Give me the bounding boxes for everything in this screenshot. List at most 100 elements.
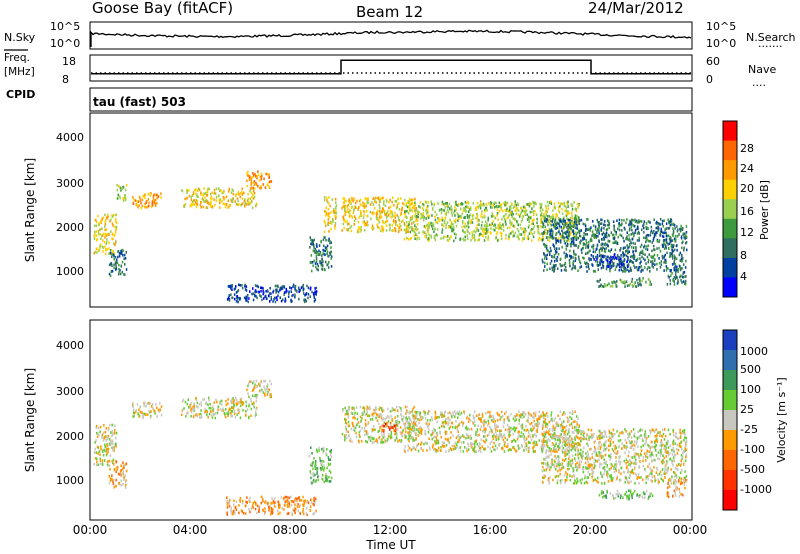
data-point (334, 217, 337, 220)
data-point (353, 429, 356, 432)
data-point (359, 435, 361, 439)
data-point (204, 407, 206, 411)
data-point (404, 228, 407, 232)
data-point (291, 294, 293, 298)
data-point (568, 229, 571, 233)
data-point (508, 427, 511, 431)
data-point (268, 180, 271, 184)
power-cbar-tick-16: 16 (740, 205, 754, 218)
data-point (217, 405, 220, 408)
data-point (514, 218, 516, 221)
data-point (606, 258, 608, 262)
data-point (372, 412, 375, 415)
data-point (571, 204, 574, 208)
data-point (533, 416, 536, 419)
data-point (185, 414, 187, 418)
data-point (280, 496, 283, 499)
data-point (583, 234, 585, 238)
data-point (108, 263, 111, 267)
data-point (215, 398, 217, 402)
data-point (320, 260, 322, 263)
data-point (607, 233, 610, 237)
data-point (353, 209, 355, 212)
power-cbar-tick-4: 4 (740, 270, 747, 283)
data-point (262, 292, 264, 296)
data-point (228, 408, 230, 412)
data-point (104, 245, 106, 249)
data-point (294, 288, 296, 291)
data-point (507, 216, 509, 220)
data-point (681, 281, 683, 284)
data-point (237, 400, 240, 404)
data-point (550, 259, 553, 263)
data-point (496, 230, 499, 234)
data-point (564, 265, 567, 269)
data-point (252, 506, 254, 509)
data-point (568, 224, 570, 228)
data-point (539, 202, 541, 206)
data-point (200, 193, 202, 196)
data-point (454, 209, 456, 213)
data-point (239, 401, 241, 404)
data-point (328, 215, 331, 219)
data-point (628, 250, 631, 253)
data-point (649, 233, 652, 237)
data-point (623, 266, 625, 270)
data-point (266, 383, 269, 386)
data-point (320, 461, 322, 465)
data-point (660, 263, 663, 266)
data-point (522, 227, 524, 231)
data-point (425, 422, 427, 425)
data-point (387, 414, 389, 418)
data-point (108, 424, 111, 427)
data-point (190, 196, 192, 199)
data-point (679, 227, 681, 231)
data-point (223, 196, 226, 200)
data-point (315, 286, 318, 290)
data-point (429, 223, 431, 226)
data-point (521, 426, 523, 430)
data-point (426, 223, 428, 227)
data-point (334, 224, 336, 228)
data-point (571, 222, 574, 225)
data-point (268, 185, 270, 189)
data-point (413, 230, 416, 233)
data-point (274, 505, 276, 508)
data-point (122, 471, 124, 474)
data-point (547, 431, 549, 435)
data-point (544, 216, 546, 220)
data-point (632, 219, 634, 222)
data-point (546, 423, 549, 426)
data-point (573, 201, 575, 204)
data-point (597, 268, 599, 271)
data-point (487, 230, 489, 234)
data-point (142, 416, 144, 420)
data-point (494, 216, 497, 220)
data-point (415, 217, 418, 221)
data-point (548, 215, 550, 218)
data-point (353, 215, 356, 218)
data-point (626, 237, 628, 241)
data-point (273, 497, 276, 500)
data-point (353, 408, 355, 411)
data-point (111, 431, 114, 435)
data-point (377, 422, 380, 425)
data-point (359, 227, 361, 231)
data-point (492, 415, 494, 418)
data-point (219, 201, 221, 205)
data-point (505, 223, 507, 226)
data-point (314, 501, 316, 505)
data-point (499, 223, 501, 227)
data-point (288, 512, 290, 515)
data-point (122, 199, 125, 202)
data-point (329, 462, 332, 466)
data-point (239, 192, 242, 195)
data-point (664, 253, 666, 257)
data-point (312, 264, 314, 268)
data-point (675, 244, 678, 248)
data-point (583, 237, 586, 241)
data-point (348, 424, 351, 428)
data-point (472, 233, 474, 237)
data-point (575, 244, 577, 247)
data-point (196, 414, 198, 418)
